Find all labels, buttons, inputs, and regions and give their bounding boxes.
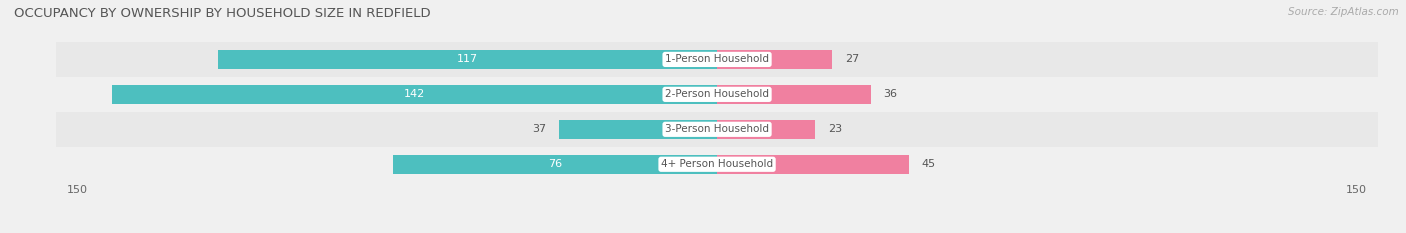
Text: 36: 36 <box>883 89 897 99</box>
Text: 2-Person Household: 2-Person Household <box>665 89 769 99</box>
Bar <box>717 50 832 69</box>
Bar <box>218 50 717 69</box>
Text: 27: 27 <box>845 55 859 64</box>
Text: 117: 117 <box>457 55 478 64</box>
Bar <box>56 77 1378 112</box>
Bar <box>394 155 717 174</box>
Text: Source: ZipAtlas.com: Source: ZipAtlas.com <box>1288 7 1399 17</box>
Text: 45: 45 <box>922 159 936 169</box>
Text: 37: 37 <box>533 124 547 134</box>
Bar <box>56 147 1378 182</box>
Text: 76: 76 <box>548 159 562 169</box>
Bar <box>56 112 1378 147</box>
Bar <box>717 85 870 104</box>
Text: 4+ Person Household: 4+ Person Household <box>661 159 773 169</box>
Text: 142: 142 <box>404 89 425 99</box>
Bar <box>717 155 908 174</box>
Bar <box>560 120 717 139</box>
Text: 23: 23 <box>828 124 842 134</box>
Bar <box>717 120 815 139</box>
Bar <box>111 85 717 104</box>
Text: 1-Person Household: 1-Person Household <box>665 55 769 64</box>
Bar <box>56 42 1378 77</box>
Text: OCCUPANCY BY OWNERSHIP BY HOUSEHOLD SIZE IN REDFIELD: OCCUPANCY BY OWNERSHIP BY HOUSEHOLD SIZE… <box>14 7 430 20</box>
Text: 3-Person Household: 3-Person Household <box>665 124 769 134</box>
